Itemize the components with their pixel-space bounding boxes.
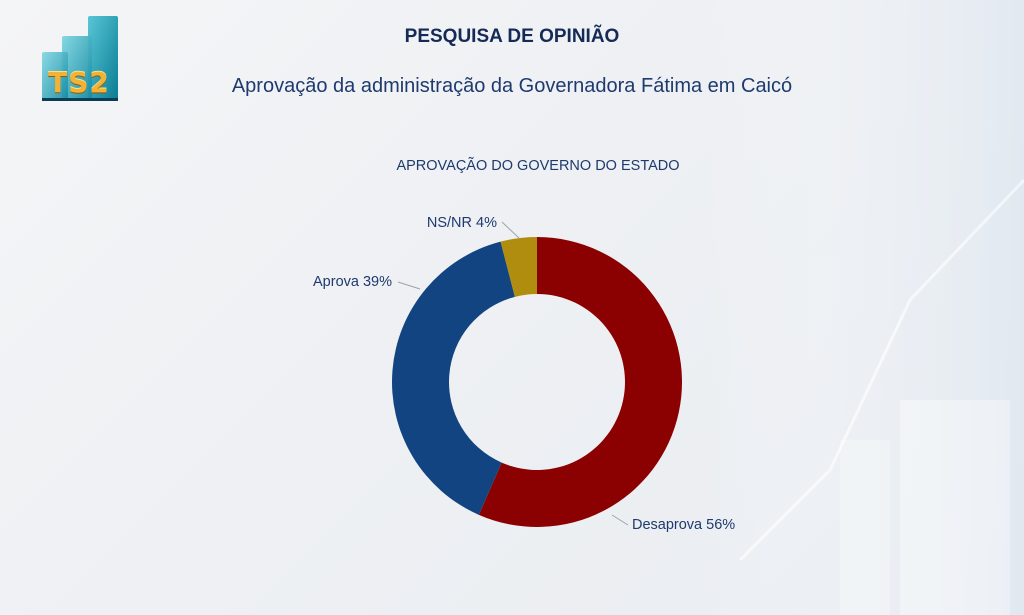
- slice-aprova: [391, 241, 515, 515]
- page-title: PESQUISA DE OPINIÃO: [404, 26, 620, 47]
- label-nsnr: NS/NR 4%: [427, 215, 497, 231]
- leader-line-aprova: [397, 281, 421, 290]
- leader-line-desaprova: [611, 514, 629, 526]
- logo-bars-icon: [42, 16, 118, 101]
- slice-desaprova: [478, 237, 682, 527]
- ts2-logo: TS2: [40, 16, 120, 102]
- chart-title: APROVAÇÃO DO GOVERNO DO ESTADO: [396, 158, 680, 174]
- slice-nsnr: [500, 237, 537, 297]
- label-aprova: Aprova 39%: [313, 274, 392, 290]
- label-desaprova: Desaprova 56%: [632, 517, 735, 533]
- leader-line-nsnr: [501, 221, 520, 239]
- logo-text: TS2: [48, 66, 110, 99]
- page-subtitle: Aprovação da administração da Governador…: [231, 75, 793, 97]
